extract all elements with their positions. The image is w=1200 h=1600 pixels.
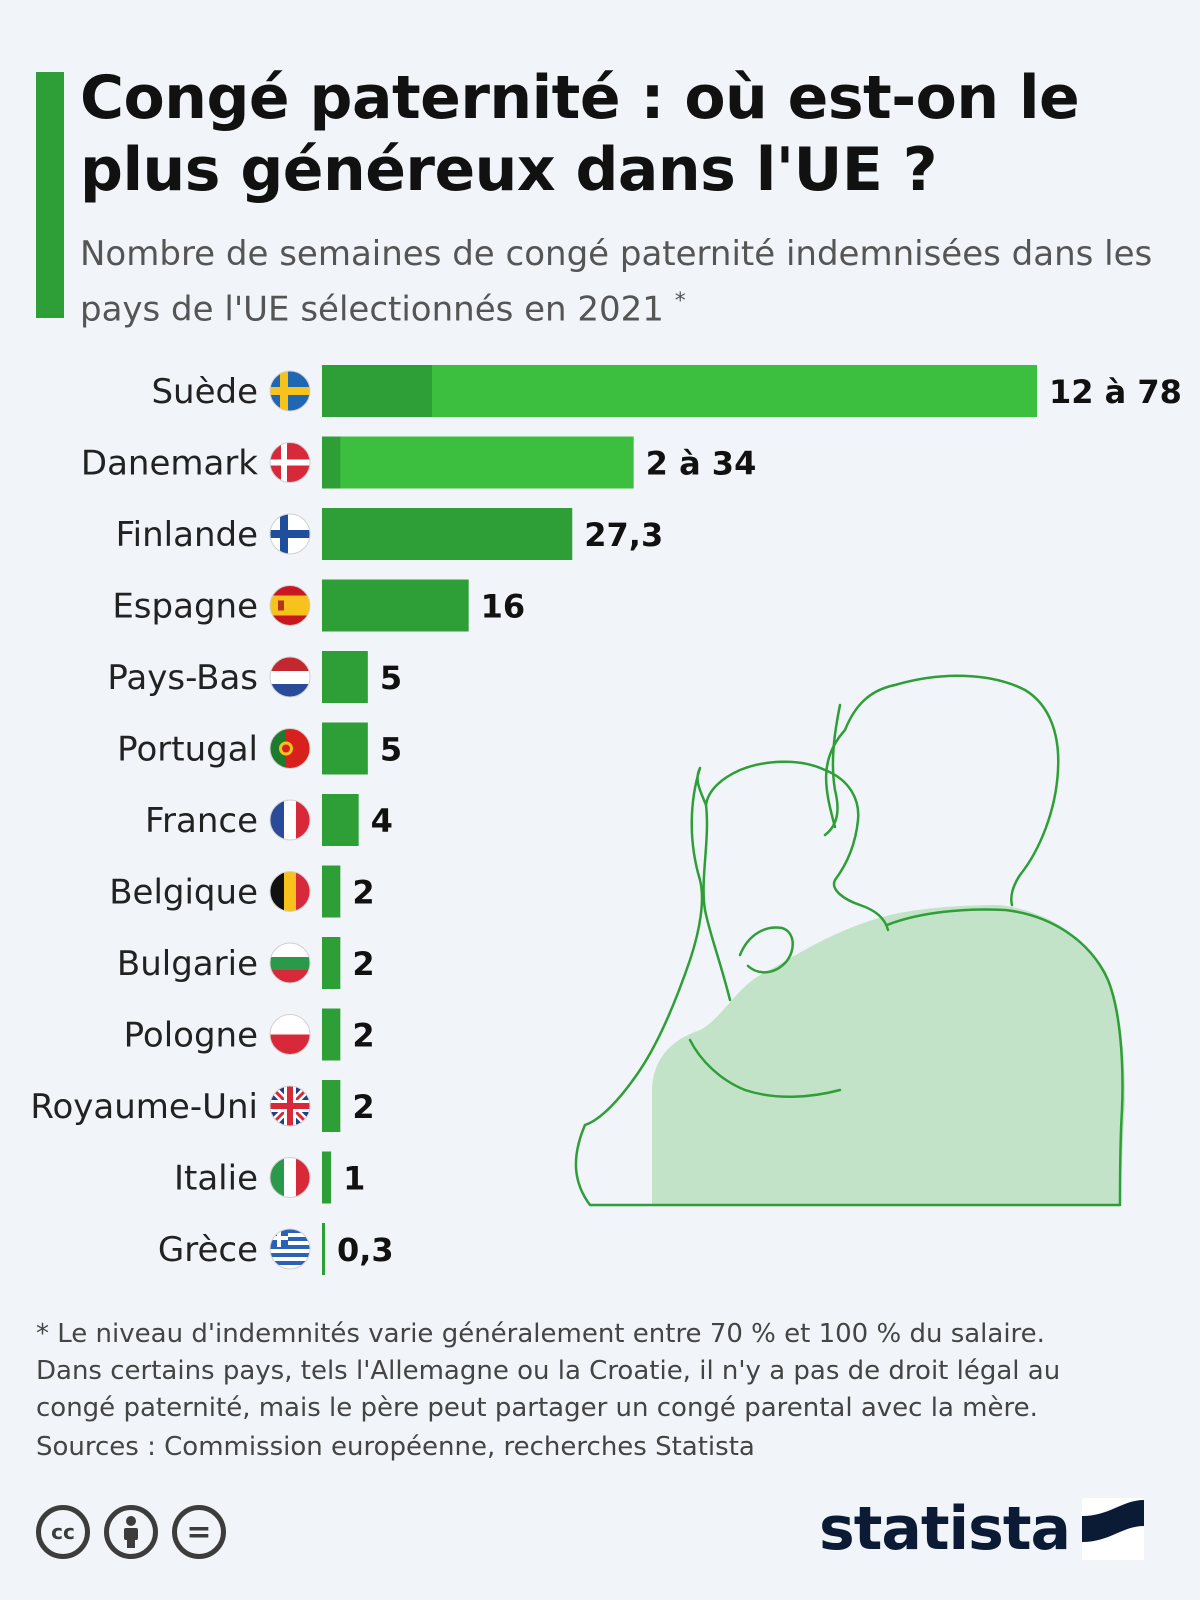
bar-range — [322, 436, 634, 489]
category-label: France — [145, 801, 258, 841]
value-label: 1 — [343, 1160, 365, 1198]
category-label: Espagne — [112, 587, 258, 627]
flag-spain-icon — [269, 585, 311, 626]
bar — [322, 722, 368, 775]
category-label: Pologne — [124, 1016, 258, 1056]
footnote-line: congé paternité, mais le père peut parta… — [36, 1393, 1038, 1423]
chart-subtitle: Nombre de semaines de congé paternité in… — [80, 230, 1170, 333]
bar-min — [322, 436, 341, 489]
category-label: Grèce — [158, 1230, 258, 1270]
value-label: 16 — [481, 588, 526, 626]
bar — [322, 1008, 341, 1061]
flag-finland-icon — [269, 513, 311, 555]
footnote: * Le niveau d'indemnités varie généralem… — [36, 1316, 1166, 1427]
flag-belgium-icon — [269, 871, 311, 912]
statista-logo-icon — [1082, 1498, 1144, 1560]
value-label: 12 à 78 — [1049, 373, 1182, 411]
category-label: Danemark — [81, 444, 258, 484]
brand-name: statista — [818, 1494, 1071, 1564]
value-label: 5 — [380, 731, 402, 769]
cc-icon[interactable]: cc — [36, 1505, 90, 1559]
attribution-icon[interactable] — [104, 1505, 158, 1559]
category-label: Royaume-Uni — [30, 1087, 258, 1127]
bar — [322, 579, 469, 632]
subtitle-footnote-marker: * — [674, 289, 686, 314]
value-label: 2 — [352, 1088, 374, 1126]
subtitle-text: Nombre de semaines de congé paternité in… — [80, 234, 1153, 330]
bar — [322, 1080, 341, 1132]
value-label: 2 à 34 — [646, 445, 757, 483]
flag-portugal-icon — [269, 728, 311, 769]
category-label: Pays-Bas — [107, 658, 258, 698]
bar-chart: Suède 12 à 78 Danemark 2 à 34 Finlande 27,3 Es… — [30, 365, 1182, 1275]
bar — [322, 508, 573, 560]
category-label: Portugal — [117, 730, 258, 770]
value-label: 2 — [352, 1017, 374, 1055]
value-label: 4 — [371, 802, 393, 840]
bar — [322, 1223, 325, 1275]
flag-sweden-icon — [269, 370, 311, 412]
flag-bulgaria-icon — [269, 942, 311, 984]
flag-netherlands-icon — [269, 656, 311, 698]
bar — [322, 937, 341, 989]
license-icons: cc = — [36, 1505, 226, 1559]
category-label: Finlande — [116, 515, 258, 555]
bar-range — [322, 365, 1037, 417]
value-label: 2 — [352, 874, 374, 912]
footnote-line: Dans certains pays, tels l'Allemagne ou … — [36, 1356, 1061, 1386]
footnote-line: * Le niveau d'indemnités varie généralem… — [36, 1319, 1045, 1349]
flag-greece-icon — [269, 1228, 311, 1270]
category-label: Bulgarie — [117, 944, 258, 984]
bar — [322, 794, 359, 846]
value-label: 27,3 — [584, 516, 663, 554]
flag-italy-icon — [269, 1157, 311, 1198]
flag-poland-icon — [269, 1014, 311, 1055]
sources: Sources : Commission européenne, recherc… — [36, 1432, 755, 1462]
title-accent-bar — [36, 72, 64, 318]
value-label: 2 — [352, 945, 374, 983]
flag-france-icon — [269, 799, 311, 841]
bar — [322, 1151, 332, 1204]
father-baby-illustration — [574, 674, 1125, 1207]
bar-min — [322, 365, 432, 417]
page-title: Congé paternité : où est-on le plus géné… — [80, 63, 1080, 205]
category-label: Belgique — [109, 873, 258, 913]
value-label: 5 — [380, 659, 402, 697]
statista-brand[interactable]: statista — [819, 1494, 1144, 1564]
flag-uk-icon — [269, 1085, 311, 1127]
value-label: 0,3 — [337, 1231, 394, 1269]
category-label: Italie — [174, 1159, 258, 1199]
category-label: Suède — [151, 372, 258, 412]
no-derivatives-icon[interactable]: = — [172, 1505, 226, 1559]
bar — [322, 651, 368, 703]
flag-denmark-icon — [269, 442, 311, 483]
bar — [322, 865, 341, 918]
